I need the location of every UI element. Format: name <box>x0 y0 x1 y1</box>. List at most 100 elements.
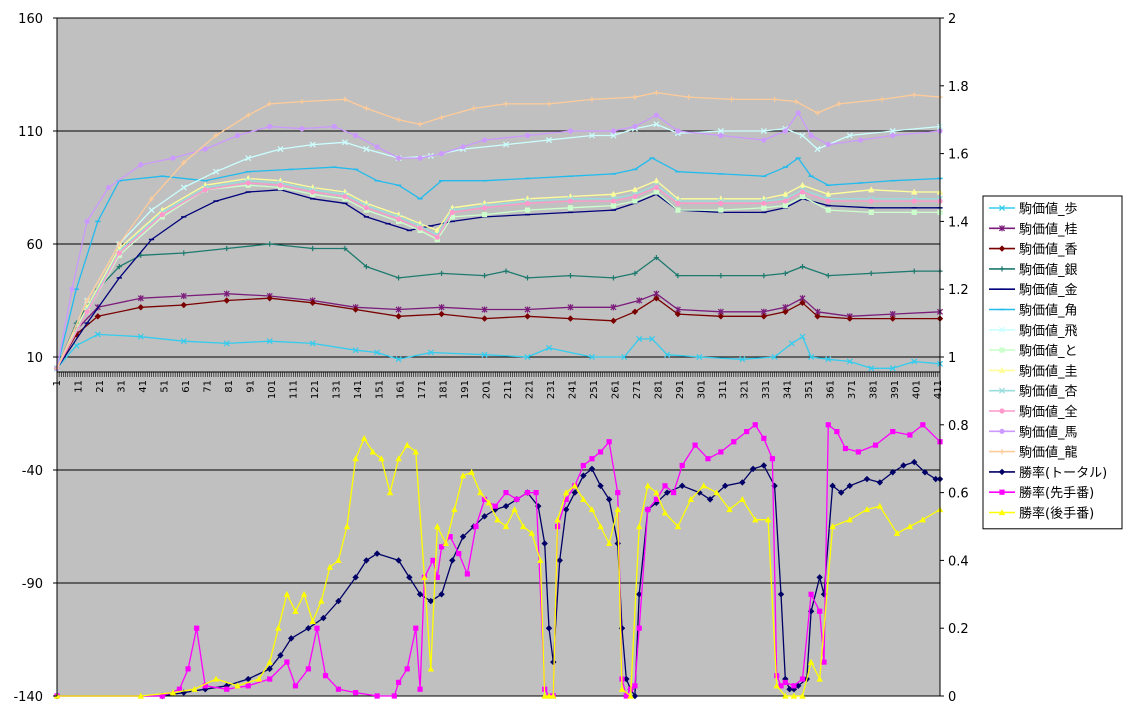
legend-label: 駒価値_と <box>1019 343 1078 359</box>
y-right-tick-label: 0 <box>948 690 956 705</box>
data-point <box>202 683 208 689</box>
data-point <box>863 506 871 513</box>
data-point <box>275 624 282 631</box>
x-tick-label: 271 <box>632 380 643 399</box>
data-point <box>234 682 241 689</box>
x-tick-label: 11 <box>73 380 84 393</box>
data-point <box>636 523 643 530</box>
data-point <box>597 449 604 455</box>
data-point <box>718 207 724 213</box>
data-point <box>876 479 884 486</box>
data-point <box>674 310 682 318</box>
data-point <box>224 686 230 692</box>
data-point <box>191 685 198 692</box>
data-point <box>795 682 802 690</box>
data-point <box>524 353 531 361</box>
legend-entry: 駒価値_香 <box>989 242 1078 258</box>
data-point <box>610 317 617 325</box>
data-point <box>503 268 509 274</box>
legend-label: 駒価値_全 <box>1019 404 1078 420</box>
data-point <box>782 198 788 204</box>
data-point <box>406 574 413 581</box>
legend-entry: 駒価値_金 <box>989 282 1078 298</box>
data-point <box>442 540 450 547</box>
data-point <box>554 516 561 523</box>
data-point <box>760 127 767 135</box>
data-point <box>868 198 874 204</box>
data-point <box>562 489 570 496</box>
data-point <box>911 358 918 365</box>
x-tick-label: 121 <box>310 380 321 399</box>
data-point <box>771 96 778 102</box>
data-point <box>224 245 230 252</box>
data-point <box>266 338 273 345</box>
y-right-tick-label: 0.6 <box>948 487 969 502</box>
data-point <box>341 139 348 146</box>
series-11 <box>54 180 943 371</box>
data-point <box>782 692 789 699</box>
data-point <box>614 506 621 513</box>
data-point <box>623 675 630 683</box>
data-point <box>597 482 604 490</box>
x-tick-label: 371 <box>847 380 858 399</box>
data-point <box>176 686 183 692</box>
data-point <box>245 180 251 186</box>
data-point <box>889 469 896 476</box>
data-point <box>180 184 187 191</box>
data-point <box>868 365 875 372</box>
data-point <box>621 353 628 361</box>
data-point <box>185 666 191 672</box>
data-point <box>212 168 220 175</box>
data-point <box>610 202 617 209</box>
y-left-tick-label: 110 <box>18 125 43 140</box>
data-point <box>485 499 493 506</box>
data-point <box>451 506 458 513</box>
data-point <box>563 496 569 502</box>
data-point <box>999 449 1005 455</box>
data-point <box>427 349 434 356</box>
data-point <box>718 200 724 206</box>
data-point <box>567 315 574 322</box>
legend-label: 駒価値_圭 <box>1019 363 1078 379</box>
data-point <box>267 101 273 107</box>
data-point <box>868 270 874 276</box>
x-tick-label: 1 <box>52 380 63 386</box>
data-point <box>449 557 456 564</box>
data-point <box>277 146 284 153</box>
legend-entry: 駒価値_歩 <box>989 201 1078 217</box>
data-point <box>309 618 316 625</box>
data-point <box>760 462 768 469</box>
x-tick-label: 101 <box>267 380 278 399</box>
data-point <box>661 509 669 516</box>
data-point <box>807 658 815 665</box>
data-point <box>520 523 527 530</box>
data-point <box>481 306 488 313</box>
x-tick-label: 31 <box>116 380 127 393</box>
data-point <box>645 506 651 513</box>
data-point <box>342 96 348 102</box>
data-point <box>911 188 918 195</box>
data-point <box>678 482 686 490</box>
series-line <box>57 461 940 697</box>
data-point <box>615 490 621 496</box>
data-point <box>416 591 424 598</box>
data-point <box>353 690 359 696</box>
data-point <box>223 297 230 304</box>
data-point <box>266 665 273 673</box>
data-point <box>675 207 681 213</box>
data-point <box>829 482 836 490</box>
data-point <box>245 112 251 118</box>
data-point <box>786 686 793 693</box>
data-point <box>814 110 821 116</box>
data-point <box>277 652 284 659</box>
data-point <box>137 692 144 699</box>
data-point <box>468 468 475 475</box>
data-point <box>331 123 337 130</box>
data-point <box>597 523 604 530</box>
x-tick-label: 51 <box>159 380 170 393</box>
data-point <box>588 353 595 361</box>
y-left-tick-label: 160 <box>18 12 43 27</box>
data-point <box>305 625 312 632</box>
data-point <box>872 442 879 448</box>
